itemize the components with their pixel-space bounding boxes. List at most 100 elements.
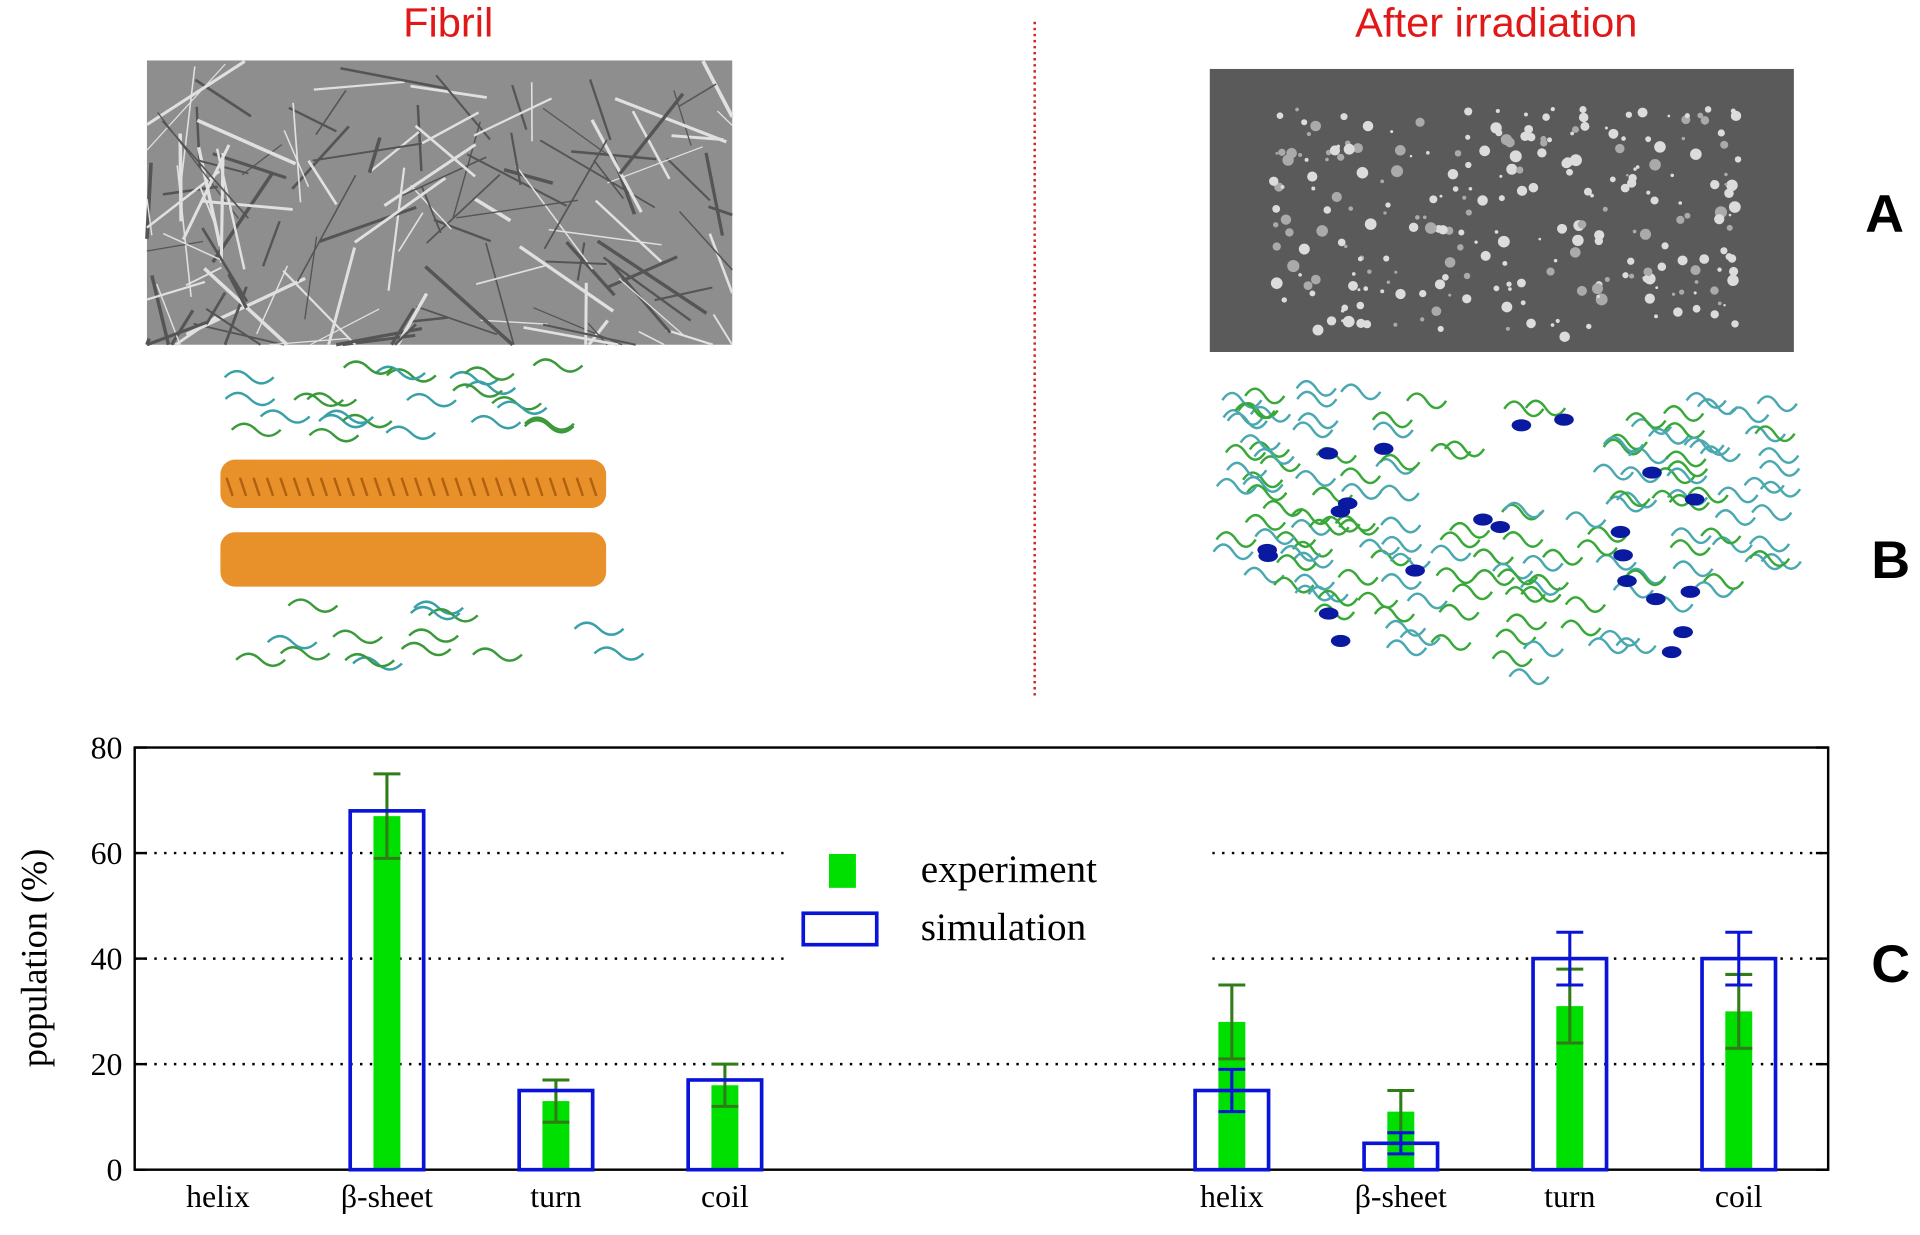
texture [588, 79, 612, 141]
texture [548, 228, 662, 246]
texture [590, 119, 643, 213]
legend-swatch [801, 911, 879, 947]
texture [1547, 137, 1553, 143]
texture [1642, 275, 1650, 283]
strand [1254, 528, 1296, 546]
texture [1517, 278, 1526, 288]
strand [1297, 412, 1339, 430]
helix [1257, 543, 1277, 557]
texture [315, 89, 347, 136]
texture [1572, 234, 1584, 247]
texture [1590, 193, 1594, 198]
texture [1520, 131, 1530, 142]
texture [1348, 206, 1354, 211]
texture [1280, 185, 1285, 189]
bar [517, 1088, 595, 1172]
texture [1550, 323, 1555, 327]
texture [1711, 180, 1717, 186]
texture [1301, 119, 1308, 126]
strand [1449, 521, 1491, 539]
strand [238, 477, 248, 497]
strand [1430, 442, 1472, 460]
texture [1465, 134, 1471, 140]
strand [1748, 550, 1791, 567]
texture [394, 323, 417, 346]
texture [1442, 274, 1449, 281]
texture [1464, 107, 1473, 116]
texture [1424, 222, 1437, 234]
strand [1654, 467, 1696, 485]
texture [309, 308, 380, 346]
strand [1307, 585, 1349, 603]
strand [1273, 576, 1315, 594]
strand [1524, 399, 1567, 417]
texture [205, 291, 227, 325]
texture [268, 337, 350, 346]
texture [146, 198, 153, 236]
strand [532, 358, 584, 373]
texture [1298, 273, 1302, 277]
texture [1643, 267, 1653, 277]
texture [1343, 143, 1355, 155]
texture [261, 220, 281, 267]
strand [266, 634, 318, 650]
texture [1717, 129, 1725, 137]
texture [1434, 279, 1446, 290]
texture [397, 212, 424, 252]
strand [1756, 395, 1798, 413]
strand [1405, 392, 1448, 410]
texture [1462, 195, 1467, 200]
texture [1351, 272, 1356, 276]
texture [1559, 331, 1570, 342]
helix [1617, 574, 1637, 588]
texture [602, 256, 692, 322]
texture [1269, 176, 1279, 186]
strand [1473, 569, 1515, 586]
strand [508, 477, 517, 497]
bar [686, 1078, 764, 1172]
x-tick-label: β-sheet [341, 1179, 433, 1214]
helix [1684, 493, 1705, 506]
strand [1371, 411, 1413, 429]
texture [313, 80, 405, 91]
texture [518, 245, 615, 313]
texture [1594, 230, 1605, 241]
texture [401, 156, 487, 197]
strand [1435, 567, 1477, 585]
texture [150, 275, 171, 346]
texture [1280, 214, 1292, 225]
strand [1443, 440, 1486, 458]
y-tick-label: 60 [91, 836, 123, 871]
texture [1363, 286, 1369, 291]
texture [340, 67, 449, 90]
strand [1576, 539, 1618, 557]
texture [1477, 195, 1488, 206]
texture [1316, 225, 1328, 237]
texture [704, 152, 725, 236]
texture [1602, 206, 1608, 212]
strand [1595, 553, 1637, 571]
strand [521, 477, 531, 497]
texture [1625, 173, 1629, 177]
strand [1246, 484, 1288, 502]
texture [193, 322, 285, 346]
texture [1272, 205, 1281, 213]
strand [1669, 539, 1711, 557]
strand [1504, 585, 1546, 603]
strand [1292, 421, 1334, 439]
strand [1379, 453, 1421, 471]
strand [1520, 585, 1562, 603]
strand [1496, 568, 1539, 586]
texture [1620, 183, 1630, 193]
strand [225, 477, 234, 497]
strand [1616, 491, 1658, 509]
texture [1678, 201, 1683, 205]
texture [205, 308, 262, 346]
texture [1447, 168, 1459, 180]
texture [1586, 323, 1592, 330]
strand [575, 477, 585, 497]
strand [323, 409, 375, 425]
texture [1654, 314, 1658, 319]
strand [1291, 540, 1334, 558]
texture [1465, 161, 1472, 169]
